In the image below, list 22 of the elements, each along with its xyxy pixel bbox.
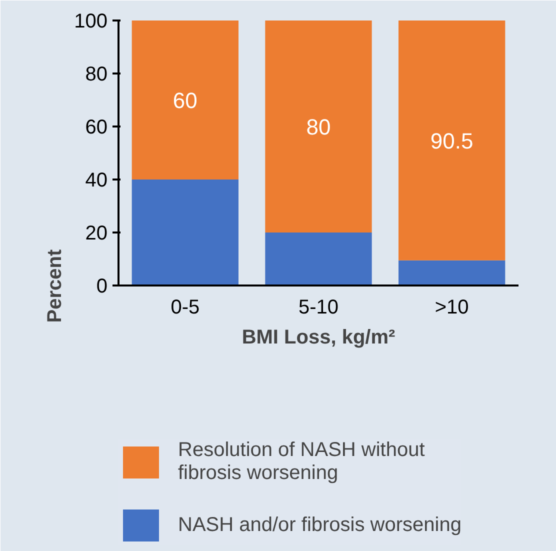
y-tick-label: 0 <box>96 276 108 298</box>
x-tick-label: 0-5 <box>170 296 200 318</box>
bar <box>398 20 506 260</box>
y-axis-title: Percent <box>44 248 66 323</box>
y-tick-label: 100 <box>74 10 108 32</box>
bar <box>398 260 506 286</box>
x-axis-title: BMI Loss, kg/m² <box>242 326 396 348</box>
x-tick-label: 5-10 <box>298 296 339 318</box>
bar <box>132 20 238 180</box>
legend-label: Resolution of NASH without fibrosis worsening <box>178 439 425 485</box>
y-tick-label: 20 <box>85 222 108 244</box>
bar <box>132 180 238 286</box>
x-tick-label: >10 <box>434 296 469 318</box>
legend-label: NASH and/or fibrosis worsening <box>178 514 462 536</box>
y-tick-label: 80 <box>85 64 108 86</box>
y-tick-label: 40 <box>85 170 108 192</box>
data-label: 60 <box>172 88 198 113</box>
data-label: 80 <box>306 114 331 140</box>
data-label: 90.5 <box>430 128 474 154</box>
bar <box>265 232 372 286</box>
bar <box>265 20 372 232</box>
y-tick-label: 60 <box>85 116 108 138</box>
